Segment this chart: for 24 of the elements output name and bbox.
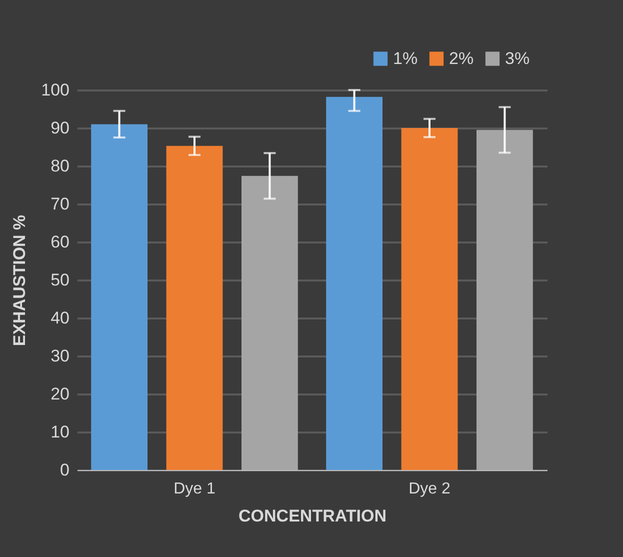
bar xyxy=(401,128,458,470)
y-tick-label: 50 xyxy=(50,270,70,290)
legend-label: 2% xyxy=(449,48,474,68)
y-tick-label: 40 xyxy=(50,308,70,328)
y-tick-label: 20 xyxy=(50,384,70,404)
y-tick-label: 30 xyxy=(50,346,70,366)
x-axis-title: CONCENTRATION xyxy=(238,506,386,526)
bar xyxy=(476,130,533,470)
legend-label: 3% xyxy=(505,48,530,68)
y-axis-title: EXHAUSTION % xyxy=(10,214,30,346)
y-tick-label: 100 xyxy=(41,80,70,100)
y-tick-label: 80 xyxy=(50,156,70,176)
y-tick-label: 10 xyxy=(50,422,70,442)
y-tick-label: 70 xyxy=(50,194,70,214)
bar xyxy=(166,146,223,470)
x-tick-label: Dye 1 xyxy=(174,480,216,498)
y-tick-label: 90 xyxy=(50,118,70,138)
bar xyxy=(326,96,382,470)
x-tick-label: Dye 2 xyxy=(408,480,450,498)
bar xyxy=(242,176,298,470)
bar xyxy=(91,124,148,470)
y-tick-label: 0 xyxy=(60,460,70,480)
legend-label: 1% xyxy=(393,48,418,68)
y-tick-label: 60 xyxy=(50,232,70,252)
